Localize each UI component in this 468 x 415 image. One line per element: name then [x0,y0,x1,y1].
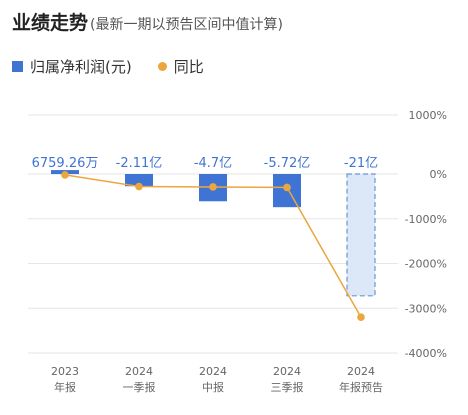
yoy-point[interactable] [61,171,69,179]
legend-label-net-profit: 归属净利润(元) [30,58,132,76]
bar-value-label: -21亿 [344,156,378,171]
bar-swatch-icon [12,61,23,72]
forecast-bar[interactable] [346,173,376,297]
x-tick-label-period: 一季报 [123,380,156,394]
yoy-point[interactable] [135,182,143,191]
dot-swatch-icon [157,62,167,71]
y-right-tick-label: -1000% [405,213,447,226]
bar-value-label: -4.7亿 [194,156,232,171]
x-tick-label-year: 2024 [199,365,227,378]
y-right-tick-label: 1000% [409,109,447,122]
bar-value-label: -2.11亿 [116,156,163,171]
legend-label-yoy: 同比 [173,58,204,76]
legend-item-net-profit[interactable]: 归属净利润(元) [12,56,132,77]
x-tick-label-year: 2024 [273,365,301,378]
y-right-tick-label: -3000% [405,302,447,315]
chart-title: 业绩走势 [12,12,89,34]
x-tick-label-period: 年报 [54,380,76,394]
x-tick-label-period: 三季报 [271,380,304,394]
x-tick-label-period: 中报 [202,380,224,394]
yoy-point[interactable] [357,313,365,322]
yoy-point[interactable] [283,183,291,192]
profit-bar[interactable] [125,174,153,187]
bar-value-label: 6759.26万 [32,156,99,171]
y-right-tick-label: -4000% [405,347,447,360]
x-tick-label-year: 2023 [51,365,79,378]
y-right-tick-label: -2000% [405,258,447,271]
chart-header: 业绩走势 (最新一期以预告区间中值计算) [12,8,283,35]
yoy-point[interactable] [209,183,217,191]
x-tick-label-year: 2024 [347,365,375,378]
chart-subtitle: (最新一期以预告区间中值计算) [90,17,283,33]
x-tick-label-year: 2024 [125,365,153,378]
legend-item-yoy[interactable]: 同比 [157,56,204,77]
chart-legend: 归属净利润(元) 同比 [12,56,230,77]
y-right-tick-label: 0% [430,168,447,181]
bar-value-label: -5.72亿 [264,156,311,171]
x-tick-label-period: 年报预告 [339,380,383,394]
